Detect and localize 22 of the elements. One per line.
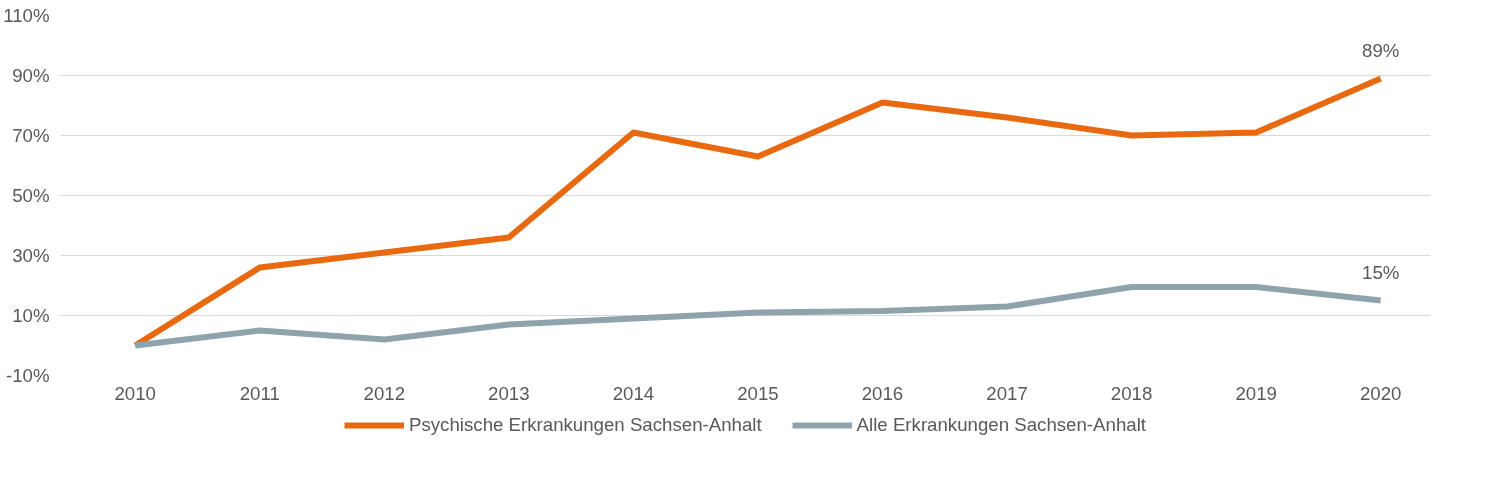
y-tick-label: -10% — [5, 365, 50, 386]
y-tick-label: 30% — [12, 245, 50, 266]
legend-label: Alle Erkrankungen Sachsen-Anhalt — [856, 413, 1146, 436]
data-label: 15% — [1362, 261, 1400, 283]
x-tick-label: 2012 — [363, 382, 406, 404]
y-tick-label: 110% — [3, 5, 50, 26]
x-tick-label: 2016 — [861, 382, 904, 404]
y-tick-label: 70% — [12, 125, 50, 146]
x-tick-label: 2014 — [612, 382, 655, 404]
x-tick-label: 2010 — [114, 382, 156, 404]
x-tick-label: 2015 — [737, 382, 779, 404]
x-tick-label: 2011 — [239, 382, 280, 404]
legend-label: Psychische Erkrankungen Sachsen-Anhalt — [409, 413, 762, 436]
x-tick-label: 2013 — [488, 382, 530, 404]
x-tick-label: 2020 — [1359, 382, 1402, 404]
y-tick-label: 90% — [12, 65, 50, 86]
x-tick-label: 2019 — [1235, 382, 1277, 404]
x-tick-label: 2017 — [986, 382, 1028, 404]
data-label: 89% — [1362, 39, 1400, 61]
y-tick-label: 10% — [12, 305, 50, 326]
x-tick-label: 2018 — [1110, 382, 1153, 404]
y-tick-label: 50% — [12, 185, 50, 206]
